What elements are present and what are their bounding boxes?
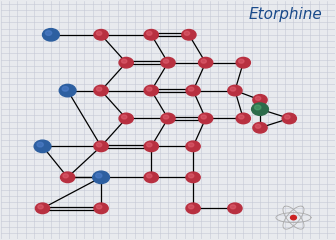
Circle shape (94, 85, 108, 96)
Circle shape (37, 142, 43, 147)
Circle shape (146, 31, 152, 35)
Text: Etorphine: Etorphine (249, 7, 323, 22)
Circle shape (96, 87, 102, 91)
Circle shape (119, 57, 133, 68)
Circle shape (201, 115, 206, 119)
Circle shape (255, 124, 261, 128)
Circle shape (35, 203, 50, 214)
Circle shape (199, 57, 213, 68)
Circle shape (59, 84, 76, 97)
Circle shape (146, 143, 152, 147)
Circle shape (188, 87, 194, 91)
Circle shape (122, 59, 127, 63)
Circle shape (182, 30, 196, 40)
Circle shape (186, 172, 200, 183)
Circle shape (95, 173, 102, 178)
Circle shape (236, 113, 250, 124)
Circle shape (34, 140, 51, 153)
Circle shape (230, 87, 236, 91)
Circle shape (144, 141, 158, 152)
Circle shape (186, 203, 200, 214)
Circle shape (144, 172, 158, 183)
Circle shape (230, 205, 236, 209)
Circle shape (186, 141, 200, 152)
Circle shape (119, 113, 133, 124)
Circle shape (228, 203, 242, 214)
Circle shape (94, 30, 108, 40)
Circle shape (236, 57, 250, 68)
Circle shape (188, 143, 194, 147)
Circle shape (253, 122, 267, 133)
Circle shape (285, 115, 290, 119)
Circle shape (184, 31, 190, 35)
Circle shape (239, 59, 244, 63)
Circle shape (96, 143, 102, 147)
Circle shape (146, 87, 152, 91)
Circle shape (45, 31, 52, 36)
Circle shape (43, 29, 59, 41)
Circle shape (255, 96, 261, 100)
Circle shape (63, 174, 68, 178)
Circle shape (254, 105, 261, 110)
Circle shape (163, 115, 169, 119)
Circle shape (144, 85, 158, 96)
Circle shape (201, 59, 206, 63)
Circle shape (122, 115, 127, 119)
Circle shape (239, 115, 244, 119)
Circle shape (188, 174, 194, 178)
Circle shape (282, 113, 296, 124)
Circle shape (199, 113, 213, 124)
Circle shape (93, 171, 110, 184)
Circle shape (163, 59, 169, 63)
Circle shape (253, 95, 267, 105)
Circle shape (60, 172, 75, 183)
Circle shape (96, 205, 102, 209)
Circle shape (94, 203, 108, 214)
Circle shape (186, 85, 200, 96)
Circle shape (252, 103, 268, 115)
Circle shape (38, 205, 43, 209)
Circle shape (161, 113, 175, 124)
Circle shape (62, 86, 69, 91)
Circle shape (96, 31, 102, 35)
Circle shape (291, 216, 296, 220)
Circle shape (146, 174, 152, 178)
Circle shape (228, 85, 242, 96)
Circle shape (144, 30, 158, 40)
Circle shape (188, 205, 194, 209)
Circle shape (94, 141, 108, 152)
Circle shape (161, 57, 175, 68)
